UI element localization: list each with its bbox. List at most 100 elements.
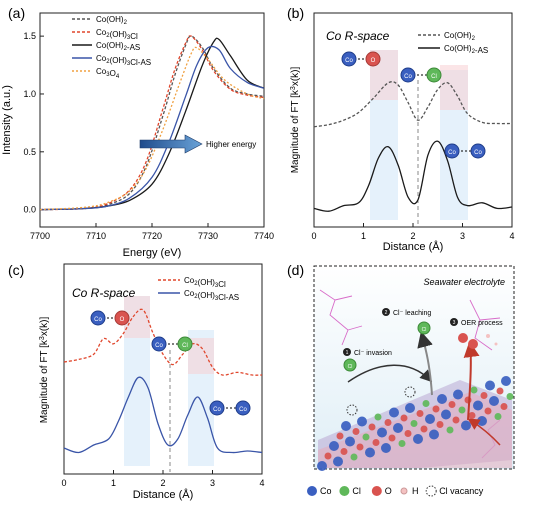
lattice-atom bbox=[489, 396, 499, 406]
x-tick-label: 4 bbox=[259, 478, 264, 488]
panel-c-letter: (c) bbox=[8, 262, 24, 278]
x-tick-label: 0 bbox=[61, 478, 66, 488]
panel-c-title: Co R-space bbox=[72, 286, 136, 300]
lattice-atom bbox=[413, 434, 423, 444]
lattice-atom bbox=[340, 448, 348, 455]
svg-text:O: O bbox=[371, 58, 376, 64]
svg-text:Co: Co bbox=[213, 407, 221, 413]
x-tick-label: 3 bbox=[210, 478, 215, 488]
lattice-atom bbox=[362, 433, 370, 441]
crystal-slab bbox=[317, 376, 514, 471]
oer-arrow bbox=[463, 341, 480, 421]
lattice-atom bbox=[477, 416, 487, 426]
bond-co-cl-icon: Co Cl bbox=[400, 67, 442, 83]
lattice-atom bbox=[437, 394, 447, 404]
lattice-atom bbox=[458, 406, 466, 414]
y-tick-label: 1.0 bbox=[23, 89, 36, 99]
series-line bbox=[39, 35, 265, 211]
svg-text:3: 3 bbox=[453, 320, 456, 326]
lattice-atom bbox=[329, 441, 339, 451]
lattice-atom bbox=[404, 430, 412, 437]
x-tick-label: 2 bbox=[410, 231, 415, 241]
lattice-atom bbox=[381, 443, 391, 453]
x-tick-label: 4 bbox=[509, 231, 514, 241]
series-line bbox=[39, 35, 265, 211]
lattice-atom bbox=[494, 413, 502, 420]
lattice-atom bbox=[500, 403, 508, 410]
h-atom-icon bbox=[486, 334, 490, 338]
svg-text:Co: Co bbox=[474, 150, 482, 156]
y-tick-label: 0.0 bbox=[23, 205, 36, 215]
bond-co-co-icon: Co Co bbox=[209, 400, 251, 416]
lattice-atom bbox=[420, 425, 428, 433]
legend-dot bbox=[400, 487, 408, 495]
lattice-atom bbox=[473, 400, 483, 411]
lattice-atom bbox=[372, 439, 380, 446]
lattice-atom bbox=[468, 412, 476, 419]
svg-text:Cl⁻ invasion: Cl⁻ invasion bbox=[354, 350, 392, 357]
lattice-atom bbox=[317, 461, 327, 471]
crack-lines bbox=[319, 289, 363, 346]
lattice-atom bbox=[422, 400, 430, 407]
lattice-atom bbox=[448, 401, 456, 408]
panel-b-ticks: 0 1 2 3 4 bbox=[311, 223, 515, 241]
legend-dot bbox=[371, 486, 382, 496]
svg-text:Co: Co bbox=[94, 317, 102, 323]
crack-lines bbox=[469, 299, 501, 351]
lattice-atom bbox=[388, 434, 396, 442]
series-line bbox=[39, 37, 265, 211]
bond-co-o-icon: Co O bbox=[90, 310, 130, 326]
x-tick-label: 1 bbox=[111, 478, 116, 488]
x-tick-label: 7730 bbox=[198, 231, 218, 241]
series-line bbox=[39, 46, 265, 211]
panel-a-xlabel: Energy (eV) bbox=[123, 247, 182, 259]
step-cl-leaching: 2 Cl⁻ leaching bbox=[382, 308, 431, 317]
legend-label: Co bbox=[320, 486, 332, 496]
legend-label: Co2(OH)3Cl-AS bbox=[184, 289, 239, 302]
x-tick-label: 7720 bbox=[142, 231, 162, 241]
svg-text:Co: Co bbox=[345, 58, 353, 64]
svg-text:1: 1 bbox=[346, 350, 349, 356]
lattice-atom bbox=[441, 409, 451, 420]
lattice-atom bbox=[405, 403, 415, 413]
x-tick-label: 0 bbox=[311, 231, 316, 241]
legend-label: Co(OH)2-AS bbox=[444, 44, 488, 55]
lattice-atom bbox=[496, 387, 504, 395]
panel-d-caption: Seawater electrolyte bbox=[423, 277, 505, 287]
panel-b-title: Co R-space bbox=[326, 29, 390, 43]
legend-dot bbox=[307, 486, 317, 496]
bond-co-o-icon: Co O bbox=[341, 51, 381, 67]
lattice-atom bbox=[374, 413, 382, 421]
lattice-atom bbox=[345, 436, 355, 447]
panel-c-ylabel: Magnitude of FT [k3x(k)] bbox=[39, 317, 51, 424]
lattice-atom bbox=[429, 429, 439, 440]
series-line bbox=[63, 376, 263, 454]
lattice-atom bbox=[398, 440, 406, 447]
panel-a-ylabel: Intensity (a.u.) bbox=[1, 85, 13, 155]
x-tick-label: 1 bbox=[361, 231, 366, 241]
series-line bbox=[39, 45, 265, 211]
legend-label: Co2(OH)3Cl bbox=[96, 28, 138, 41]
svg-text:Cl: Cl bbox=[422, 327, 427, 333]
higher-energy-label: Higher energy bbox=[206, 140, 256, 149]
panel-d-letter: (d) bbox=[287, 262, 304, 278]
lattice-atom bbox=[484, 407, 492, 415]
lattice-atom bbox=[352, 428, 360, 435]
svg-text:Co: Co bbox=[239, 407, 247, 413]
svg-text:Cl⁻ leaching: Cl⁻ leaching bbox=[393, 310, 431, 317]
panel-b-legend: Co(OH)2 Co(OH)2-AS bbox=[418, 31, 488, 55]
lattice-atom bbox=[461, 420, 471, 431]
panel-b-xlabel: Distance (Å) bbox=[383, 240, 444, 253]
lattice-atom bbox=[506, 393, 514, 400]
lattice-atom bbox=[501, 376, 511, 386]
lattice-atom bbox=[368, 423, 376, 431]
panel-a: (a) 7700 7710 7720 7730 7740 0.0 0.5 1.0 1.5 Ene… bbox=[1, 5, 274, 259]
x-tick-label: 3 bbox=[460, 231, 465, 241]
lattice-atom bbox=[470, 386, 478, 394]
legend-label: Co(OH)2 bbox=[444, 31, 476, 42]
cl-atom-icon: Cl bbox=[417, 321, 431, 335]
svg-text:Cl: Cl bbox=[182, 343, 188, 349]
cl-atom-icon: Cl bbox=[343, 358, 357, 372]
